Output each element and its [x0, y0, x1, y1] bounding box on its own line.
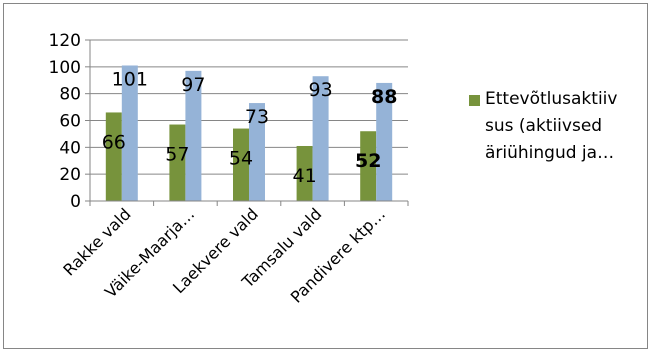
legend-label-line-1: Ettevõtlusaktiiv: [485, 89, 618, 109]
bar-chart: 020406080100120661015797547341935288Rakk…: [49, 31, 409, 307]
bar-series-1: [169, 124, 186, 201]
data-label: 54: [229, 148, 253, 170]
legend-label-line-2: sus (aktiivsed: [485, 116, 603, 136]
legend-swatch: [469, 95, 480, 106]
bar-series-2: [312, 76, 329, 201]
legend-label-line-3: äriühingud ja…: [485, 143, 615, 163]
bar-series-2: [121, 65, 138, 201]
bar-series-1: [296, 145, 313, 201]
y-tick-label: 100: [49, 58, 81, 78]
data-label: 73: [245, 106, 269, 128]
data-label: 52: [355, 150, 381, 172]
y-tick-label: 80: [59, 85, 81, 105]
legend-label: Ettevõtlusaktiiv sus (aktiivsed äriühing…: [485, 86, 652, 167]
y-tick-label: 0: [70, 192, 81, 212]
bar-series-1: [360, 131, 377, 201]
y-tick-label: 120: [49, 31, 81, 51]
data-label: 101: [112, 68, 148, 90]
data-label: 41: [293, 165, 317, 187]
bar-series-1: [233, 128, 249, 201]
bar-series-2: [249, 103, 265, 201]
y-tick-label: 40: [59, 138, 81, 158]
bar-series-1: [105, 112, 122, 201]
data-label: 66: [102, 131, 126, 153]
data-label: 93: [309, 79, 333, 101]
data-label: 57: [165, 144, 189, 166]
chart-frame: 0 20 40 60 80 100 120 66 101 57 97 54 73 41 93 52 88 Rakk…: [3, 3, 648, 349]
y-tick-label: 60: [59, 112, 81, 132]
y-tick-label: 20: [59, 165, 81, 185]
data-label: 97: [181, 74, 205, 96]
bar-series-2: [185, 70, 202, 201]
bar-series-2: [376, 82, 393, 201]
data-label: 88: [371, 86, 397, 108]
